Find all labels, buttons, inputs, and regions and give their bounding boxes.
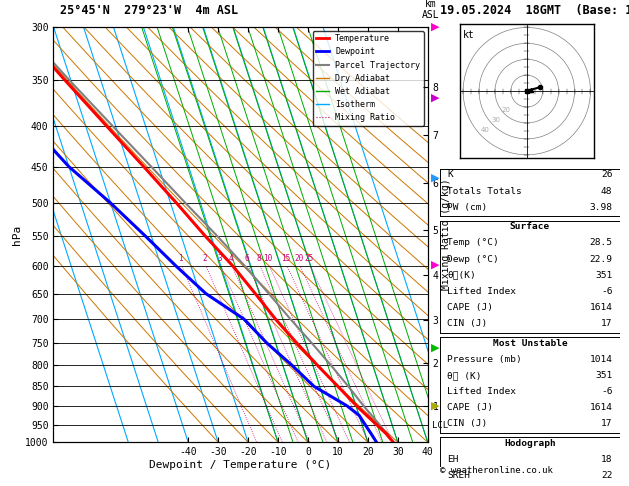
Text: 48: 48 — [601, 187, 613, 195]
Text: 1: 1 — [178, 254, 183, 263]
Text: 20: 20 — [502, 107, 511, 113]
Text: 1614: 1614 — [589, 403, 613, 412]
Text: ▶: ▶ — [431, 173, 440, 182]
Text: 351: 351 — [595, 371, 613, 380]
Y-axis label: hPa: hPa — [13, 225, 22, 244]
Text: 1614: 1614 — [589, 303, 613, 312]
Text: 3: 3 — [218, 254, 222, 263]
Text: θᴇ (K): θᴇ (K) — [447, 371, 482, 380]
Text: 25°45'N  279°23'W  4m ASL: 25°45'N 279°23'W 4m ASL — [60, 4, 238, 17]
Text: Most Unstable: Most Unstable — [493, 339, 567, 347]
Text: 18: 18 — [601, 455, 613, 464]
Text: LCL: LCL — [432, 421, 448, 430]
Text: 17: 17 — [601, 419, 613, 428]
Text: ▶: ▶ — [431, 343, 440, 352]
Text: km
ASL: km ASL — [422, 0, 440, 20]
Text: 2: 2 — [203, 254, 207, 263]
Legend: Temperature, Dewpoint, Parcel Trajectory, Dry Adiabat, Wet Adiabat, Isotherm, Mi: Temperature, Dewpoint, Parcel Trajectory… — [313, 31, 423, 125]
Text: Hodograph: Hodograph — [504, 439, 556, 448]
Text: 3.98: 3.98 — [589, 203, 613, 211]
X-axis label: Dewpoint / Temperature (°C): Dewpoint / Temperature (°C) — [150, 460, 331, 470]
Text: 15: 15 — [281, 254, 291, 263]
Text: -6: -6 — [601, 287, 613, 296]
Text: CIN (J): CIN (J) — [447, 419, 487, 428]
Text: kt: kt — [463, 30, 474, 40]
Text: Temp (°C): Temp (°C) — [447, 239, 499, 247]
Text: 40: 40 — [481, 127, 490, 134]
Text: CAPE (J): CAPE (J) — [447, 303, 494, 312]
Text: 1014: 1014 — [589, 355, 613, 364]
Text: θᴇ(K): θᴇ(K) — [447, 271, 476, 279]
Text: 28.5: 28.5 — [589, 239, 613, 247]
Text: 19.05.2024  18GMT  (Base: 12): 19.05.2024 18GMT (Base: 12) — [440, 4, 629, 17]
Text: SREH: SREH — [447, 471, 470, 480]
Text: 8: 8 — [257, 254, 261, 263]
Text: 30: 30 — [491, 117, 500, 123]
Text: CIN (J): CIN (J) — [447, 319, 487, 328]
Text: Totals Totals: Totals Totals — [447, 187, 522, 195]
Text: 22.9: 22.9 — [589, 255, 613, 263]
Text: PW (cm): PW (cm) — [447, 203, 487, 211]
Text: CAPE (J): CAPE (J) — [447, 403, 494, 412]
Text: Lifted Index: Lifted Index — [447, 387, 516, 396]
Text: 20: 20 — [294, 254, 303, 263]
Text: 10: 10 — [264, 254, 273, 263]
Text: 22: 22 — [601, 471, 613, 480]
Text: 6: 6 — [245, 254, 249, 263]
Text: 25: 25 — [304, 254, 314, 263]
Text: K: K — [447, 171, 454, 179]
Text: -6: -6 — [601, 387, 613, 396]
Text: 4: 4 — [228, 254, 233, 263]
Text: ▶: ▶ — [431, 92, 440, 102]
Text: © weatheronline.co.uk: © weatheronline.co.uk — [440, 466, 553, 475]
Text: Pressure (mb): Pressure (mb) — [447, 355, 522, 364]
Text: Dewp (°C): Dewp (°C) — [447, 255, 499, 263]
Text: ▶: ▶ — [431, 22, 440, 32]
Text: Surface: Surface — [510, 223, 550, 231]
Text: Lifted Index: Lifted Index — [447, 287, 516, 296]
Text: ▶: ▶ — [431, 260, 440, 270]
Text: ▶: ▶ — [431, 401, 440, 411]
Text: 17: 17 — [601, 319, 613, 328]
Y-axis label: Mixing Ratio (g/kg): Mixing Ratio (g/kg) — [441, 179, 451, 290]
Text: EH: EH — [447, 455, 459, 464]
Text: 351: 351 — [595, 271, 613, 279]
Text: 26: 26 — [601, 171, 613, 179]
